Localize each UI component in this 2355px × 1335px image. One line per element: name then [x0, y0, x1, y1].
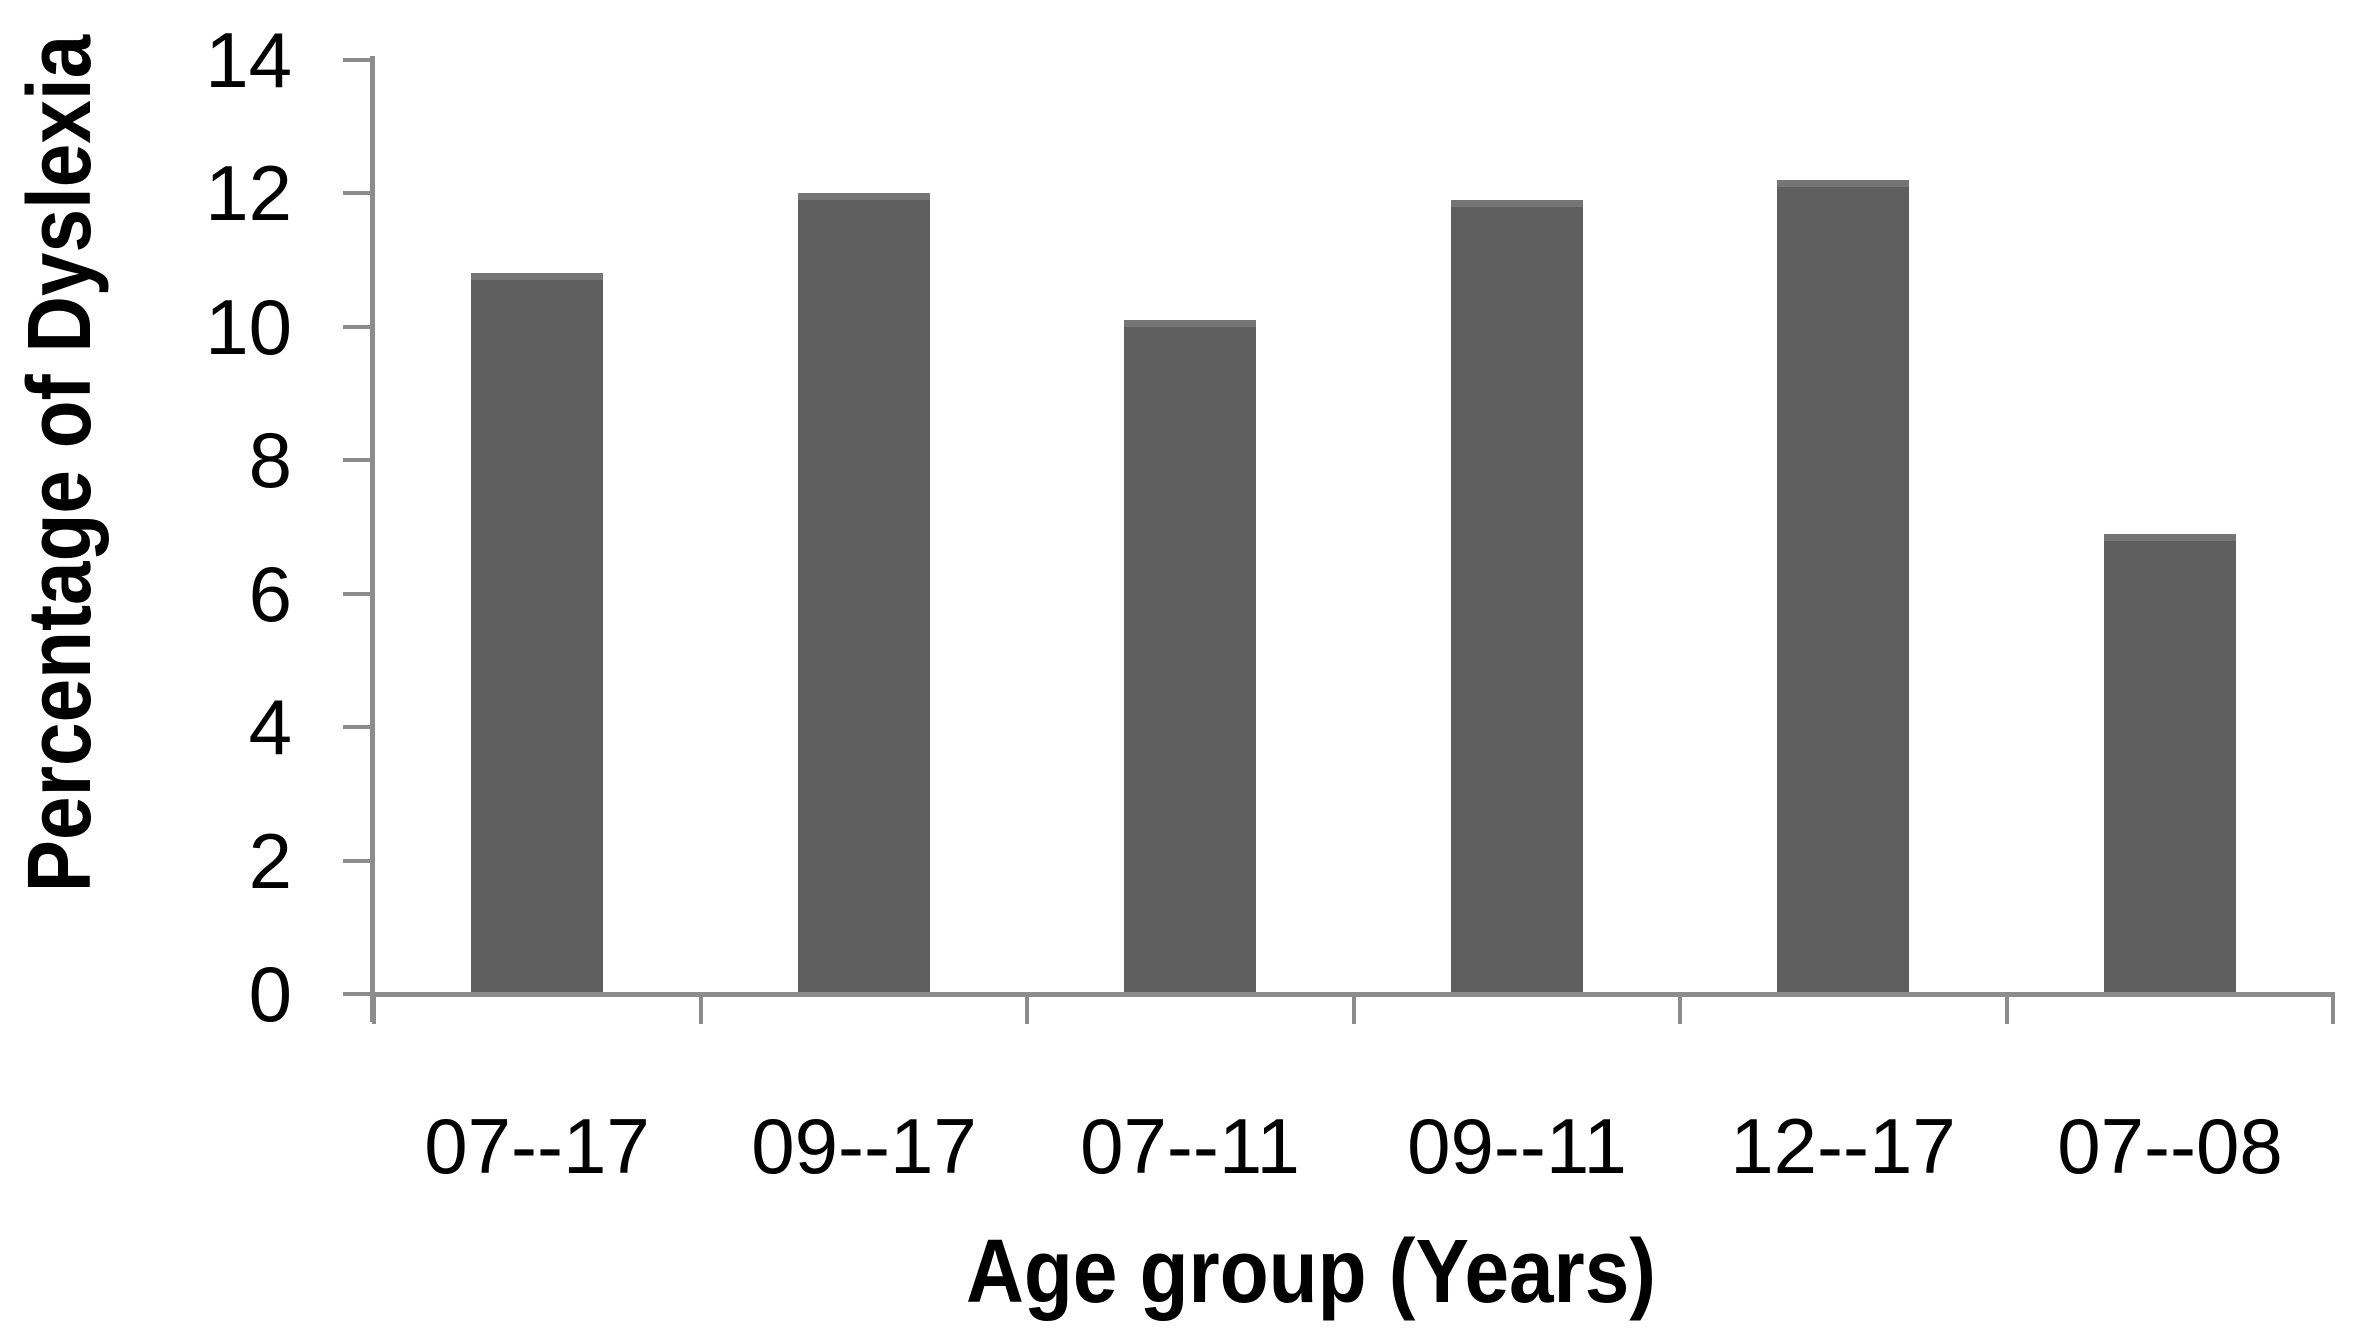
y-tick-label: 12 [205, 149, 292, 237]
x-boundary-tick [2005, 994, 2009, 1024]
bar [1777, 180, 1909, 994]
x-boundary-tick [1025, 994, 1029, 1024]
x-tick-label: 07--08 [2057, 1102, 2283, 1190]
x-tick-label: 09--17 [751, 1102, 977, 1190]
bar [2104, 534, 2236, 994]
y-tick-label: 0 [248, 950, 292, 1038]
bar [798, 193, 930, 994]
y-tick [343, 325, 373, 329]
y-tick [343, 58, 373, 62]
x-boundary-tick [372, 994, 376, 1024]
y-tick-label: 4 [248, 683, 292, 771]
y-axis-line [370, 56, 375, 1022]
y-tick [343, 725, 373, 729]
bar [1124, 320, 1256, 994]
y-tick [343, 458, 373, 462]
x-tick-label: 07--11 [1080, 1102, 1300, 1190]
y-tick [343, 191, 373, 195]
bar [471, 273, 603, 994]
x-tick-label: 12--17 [1730, 1102, 1956, 1190]
x-tick-label: 09--11 [1407, 1102, 1627, 1190]
y-tick-label: 6 [248, 550, 292, 638]
y-tick [343, 859, 373, 863]
x-tick-label: 07--17 [424, 1102, 650, 1190]
y-tick [343, 592, 373, 596]
x-boundary-tick [1678, 994, 1682, 1024]
x-boundary-tick [1352, 994, 1356, 1024]
x-boundary-tick [699, 994, 703, 1024]
bar [1451, 200, 1583, 994]
y-tick-label: 14 [205, 16, 292, 104]
x-boundary-tick [2331, 994, 2335, 1024]
y-tick-label: 8 [248, 416, 292, 504]
y-tick-label: 10 [205, 283, 292, 371]
y-tick [343, 992, 373, 996]
x-axis-title: Age group (Years) [966, 1222, 1656, 1322]
y-tick-label: 2 [248, 817, 292, 905]
